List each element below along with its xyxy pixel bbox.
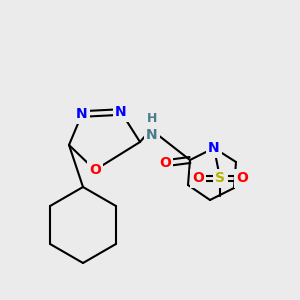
Text: N: N xyxy=(76,107,88,121)
Text: O: O xyxy=(192,171,204,185)
Text: N: N xyxy=(208,141,220,155)
Text: O: O xyxy=(236,171,248,185)
Text: N: N xyxy=(115,105,127,119)
Text: O: O xyxy=(89,163,101,177)
Text: H: H xyxy=(147,112,157,125)
Text: N: N xyxy=(146,128,158,142)
Text: O: O xyxy=(159,156,171,170)
Text: S: S xyxy=(215,171,225,185)
